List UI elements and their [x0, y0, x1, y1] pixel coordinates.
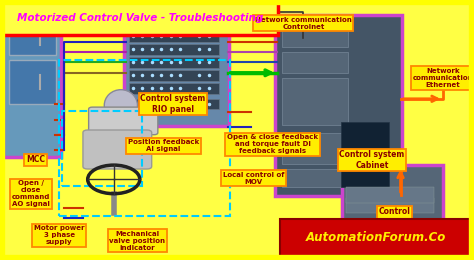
FancyBboxPatch shape	[129, 99, 219, 109]
FancyBboxPatch shape	[1, 2, 278, 35]
Text: AutomationForum.Co: AutomationForum.Co	[306, 231, 446, 244]
Text: Network
communication
Ethernet: Network communication Ethernet	[413, 68, 474, 88]
FancyBboxPatch shape	[9, 60, 56, 104]
FancyBboxPatch shape	[282, 52, 348, 73]
FancyBboxPatch shape	[346, 187, 434, 203]
FancyBboxPatch shape	[129, 83, 219, 94]
FancyBboxPatch shape	[282, 133, 348, 164]
Text: Motor power
3 phase
supply: Motor power 3 phase supply	[34, 225, 84, 245]
FancyBboxPatch shape	[346, 198, 434, 213]
FancyBboxPatch shape	[342, 165, 443, 242]
Text: Local control of
MOV: Local control of MOV	[223, 172, 284, 185]
FancyBboxPatch shape	[9, 29, 56, 55]
Text: Position feedback
AI signal: Position feedback AI signal	[128, 139, 199, 152]
Text: Control system
Cabinet: Control system Cabinet	[339, 150, 405, 170]
Text: MCC: MCC	[26, 155, 45, 164]
Text: Control system
RIO panel: Control system RIO panel	[140, 94, 206, 114]
FancyBboxPatch shape	[124, 15, 229, 126]
Text: Control
Room: Control Room	[378, 207, 410, 227]
FancyBboxPatch shape	[282, 78, 348, 125]
Text: Open & close feedback
and torque fault DI
feedback signals: Open & close feedback and torque fault D…	[227, 134, 318, 154]
FancyBboxPatch shape	[3, 20, 61, 157]
Text: Mechanical
valve position
indicator: Mechanical valve position indicator	[109, 231, 165, 250]
Ellipse shape	[104, 90, 137, 121]
FancyBboxPatch shape	[129, 70, 219, 81]
FancyBboxPatch shape	[282, 169, 348, 187]
FancyBboxPatch shape	[129, 57, 219, 68]
FancyBboxPatch shape	[275, 15, 402, 196]
FancyBboxPatch shape	[280, 219, 472, 256]
FancyBboxPatch shape	[89, 107, 158, 135]
FancyBboxPatch shape	[83, 130, 152, 169]
FancyBboxPatch shape	[341, 122, 389, 187]
Text: Open /
close
command
AO signal: Open / close command AO signal	[12, 180, 50, 207]
FancyBboxPatch shape	[129, 44, 219, 55]
Text: Network communication
Controlnet: Network communication Controlnet	[255, 17, 352, 30]
Text: Motorized Control Valve - Troubleshooting: Motorized Control Valve - Troubleshootin…	[17, 14, 263, 23]
FancyBboxPatch shape	[129, 31, 219, 42]
FancyBboxPatch shape	[282, 26, 348, 47]
